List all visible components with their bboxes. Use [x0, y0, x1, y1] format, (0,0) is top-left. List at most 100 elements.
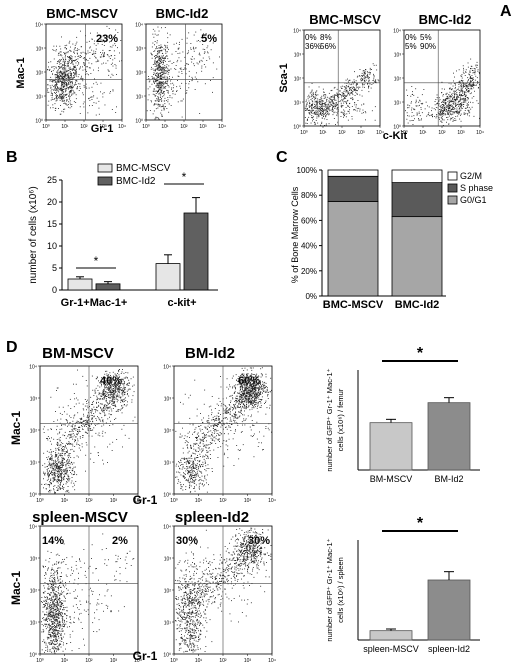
panel-d-spleen-chart: [357, 530, 480, 641]
panel-d-title-2: BM-Id2: [185, 345, 235, 362]
panel-d-q-3-ur: 2%: [112, 535, 128, 547]
flow-plot-a-msvc-gr1: [44, 23, 123, 122]
flow-plot-a-id2-ckit-y-tick-label: 10⁰: [393, 125, 401, 131]
panel-a-q-2-ul: 0%: [405, 33, 417, 42]
flow-plot-d-spleen-mscv-y-tick-label: 10⁴: [29, 525, 37, 531]
flow-plot-d-bm-id2-x-tick-label: 10⁴: [268, 498, 276, 504]
flow-plot-d-bm-mscv-x-tick-label: 10¹: [61, 498, 69, 504]
panel-d-bm-chart-y-label-line-2: cells (x10⁶) / femur: [336, 388, 345, 451]
flow-plot-a-id2-ckit-x-tick-label: 10³: [457, 130, 465, 136]
flow-plot-a-msvc-gr1-y-tick-label: 10³: [36, 47, 44, 53]
flow-plot-a-msvc-ckit-y-tick-label: 10²: [294, 77, 302, 83]
panel-c-legend-swatch: [447, 195, 458, 205]
panel-d-spleen-chart-category-label: spleen-Id2: [428, 644, 470, 654]
panel-b-bar: [155, 263, 181, 291]
panel-c-legend-swatch: [447, 183, 458, 193]
panel-c-legend-label: S phase: [460, 183, 493, 193]
panel-b-legend-label: BMC-Id2: [116, 176, 156, 187]
panel-letter-c: C: [276, 149, 288, 166]
panel-a-title-2: BMC-Id2: [156, 6, 209, 21]
panel-d-bm-chart: [357, 360, 480, 471]
flow-plot-d-bm-mscv-y-tick-label: 10⁴: [29, 365, 37, 371]
panel-d-bm-chart-y-label-line-1: number of GFP⁺ Gr-1⁺ Mac-1⁺: [325, 368, 334, 471]
panel-d-title-3: spleen-MSCV: [32, 509, 128, 526]
panel-c-bar-segment: [391, 182, 443, 218]
flow-plot-d-bm-id2-y-tick-label: 10⁴: [163, 365, 171, 371]
flow-plot-d-spleen-id2-x-tick-label: 10⁰: [170, 658, 178, 662]
panel-c-category-label: BMC-MSCV: [323, 299, 384, 311]
flow-plot-a-msvc-gr1-x-tick-label: 10¹: [61, 124, 69, 130]
flow-plot-a-id2-ckit-events: [405, 58, 480, 126]
panel-c-y-tick-label: 80%: [301, 191, 317, 200]
panel-letter-b: B: [6, 149, 18, 166]
flow-plot-d-spleen-id2-x-tick-label: 10²: [219, 658, 227, 662]
flow-plot-a-msvc-ckit-x-tick-label: 10³: [357, 130, 365, 136]
flow-plot-a-id2-gr1-x-tick-label: 10³: [199, 124, 207, 130]
panel-c-category-label: BMC-Id2: [395, 299, 440, 311]
flow-plot-a-id2-gr1-y-tick-label: 10³: [136, 47, 144, 53]
panel-c-y-tick-label: 20%: [301, 267, 317, 276]
panel-b-y-tick-label: 20: [47, 197, 57, 207]
flow-plot-d-bm-mscv-y-tick-label: 10³: [30, 397, 38, 403]
flow-plot-a-id2-gr1: [144, 23, 223, 122]
panel-c-y-tick-label: 0%: [305, 292, 317, 301]
flow-plot-d-bm-mscv-events: [41, 369, 136, 494]
panel-d-ylabel-bottom: Mac-1: [9, 571, 23, 605]
flow-plot-d-spleen-mscv-y-tick-label: 10³: [30, 557, 38, 563]
flow-plot-a-msvc-ckit-events: [304, 63, 380, 126]
panel-a-q-1-lr: 56%: [320, 42, 336, 51]
flow-plot-d-bm-mscv-x-tick-label: 10⁰: [36, 498, 44, 504]
flow-plot-d-spleen-mscv-y-tick-label: 10¹: [30, 621, 38, 627]
flow-plot-d-bm-id2-y-tick-label: 10¹: [164, 461, 172, 467]
flow-plot-d-spleen-mscv-x-tick-label: 10⁰: [36, 658, 44, 662]
flow-plot-d-spleen-id2-y-tick-label: 10²: [164, 589, 172, 595]
panel-a-ylabel-right: Sca-1: [278, 63, 290, 92]
panel-c-y-tick-label: 60%: [301, 216, 317, 225]
panel-a-q-2-lr: 90%: [420, 42, 436, 51]
flow-plot-d-bm-mscv-x-tick-label: 10²: [85, 498, 93, 504]
panel-a-title-4: BMC-Id2: [419, 12, 472, 27]
flow-plot-d-bm-id2-events: [175, 367, 272, 493]
panel-d-spleen-chart-y-label-line-2: cells (x10⁶) / spleen: [336, 557, 345, 623]
panel-c-y-axis-label: % of Bone Marrow Cells: [290, 186, 300, 283]
panel-a-q-1-ll: 36%: [305, 42, 321, 51]
flow-plot-d-spleen-mscv-x-tick-label: 10¹: [61, 658, 69, 662]
panel-b-category-label: c-kit+: [167, 297, 196, 309]
flow-plot-d-bm-mscv: [38, 365, 139, 496]
panel-b-bar: [67, 278, 93, 291]
flow-plot-a-id2-ckit-y-tick-label: 10¹: [394, 101, 402, 107]
flow-plot-d-bm-id2-y-tick-label: 10³: [164, 397, 172, 403]
flow-plot-a-id2-gr1-x-tick-label: 10²: [180, 124, 188, 130]
figure-marks: 10⁰10⁰10¹10¹10²10²10³10³10⁴10⁴10⁰10⁰10¹1…: [28, 23, 493, 662]
panel-c-bar-segment: [327, 175, 379, 202]
flow-plot-d-spleen-id2-events: [175, 527, 272, 653]
flow-plot-a-id2-ckit-y-tick-label: 10²: [394, 77, 402, 83]
flow-plot-d-spleen-mscv: [38, 525, 139, 656]
panel-b-legend-swatch: [97, 176, 113, 186]
panel-b-legend-swatch: [97, 163, 113, 173]
flow-plot-d-spleen-mscv-y-tick-label: 10⁰: [29, 653, 37, 659]
panel-c-bar-segment: [391, 169, 443, 183]
flow-plot-d-bm-mscv-y-tick-label: 10²: [30, 429, 38, 435]
panel-b-y-tick-label: 0: [52, 285, 57, 295]
flow-plot-a-msvc-ckit-x-tick-label: 10¹: [319, 130, 327, 136]
panel-d-bm-chart-bar: [427, 402, 471, 471]
flow-plot-a-msvc-gr1-y-tick-label: 10²: [36, 71, 44, 77]
panel-a-percent-2: 5%: [201, 33, 217, 45]
flow-plot-d-bm-id2-x-tick-label: 10⁰: [170, 498, 178, 504]
flow-plot-d-bm-mscv-y-tick-label: 10¹: [30, 461, 38, 467]
panel-c-legend-label: G2/M: [460, 171, 482, 181]
panel-b-category-label: Gr-1+Mac-1+: [61, 297, 128, 309]
panel-c-legend-swatch: [447, 171, 458, 181]
flow-plot-a-id2-gr1-x-tick-label: 10⁴: [218, 124, 226, 130]
panel-d-title-1: BM-MSCV: [42, 345, 114, 362]
panel-b-y-tick-label: 5: [52, 263, 57, 273]
panel-b-y-tick-label: 10: [47, 241, 57, 251]
panel-d-bm-chart-category-label: BM-MSCV: [370, 474, 413, 484]
flow-plot-d-bm-id2-y-tick-label: 10²: [164, 429, 172, 435]
flow-plot-a-id2-gr1-y-tick-label: 10¹: [136, 95, 144, 101]
flow-plot-d-bm-id2: [172, 365, 273, 496]
panel-b-bar: [95, 283, 121, 291]
panel-a-ylabel-left: Mac-1: [15, 57, 27, 88]
flow-plot-a-msvc-ckit: [302, 29, 381, 128]
